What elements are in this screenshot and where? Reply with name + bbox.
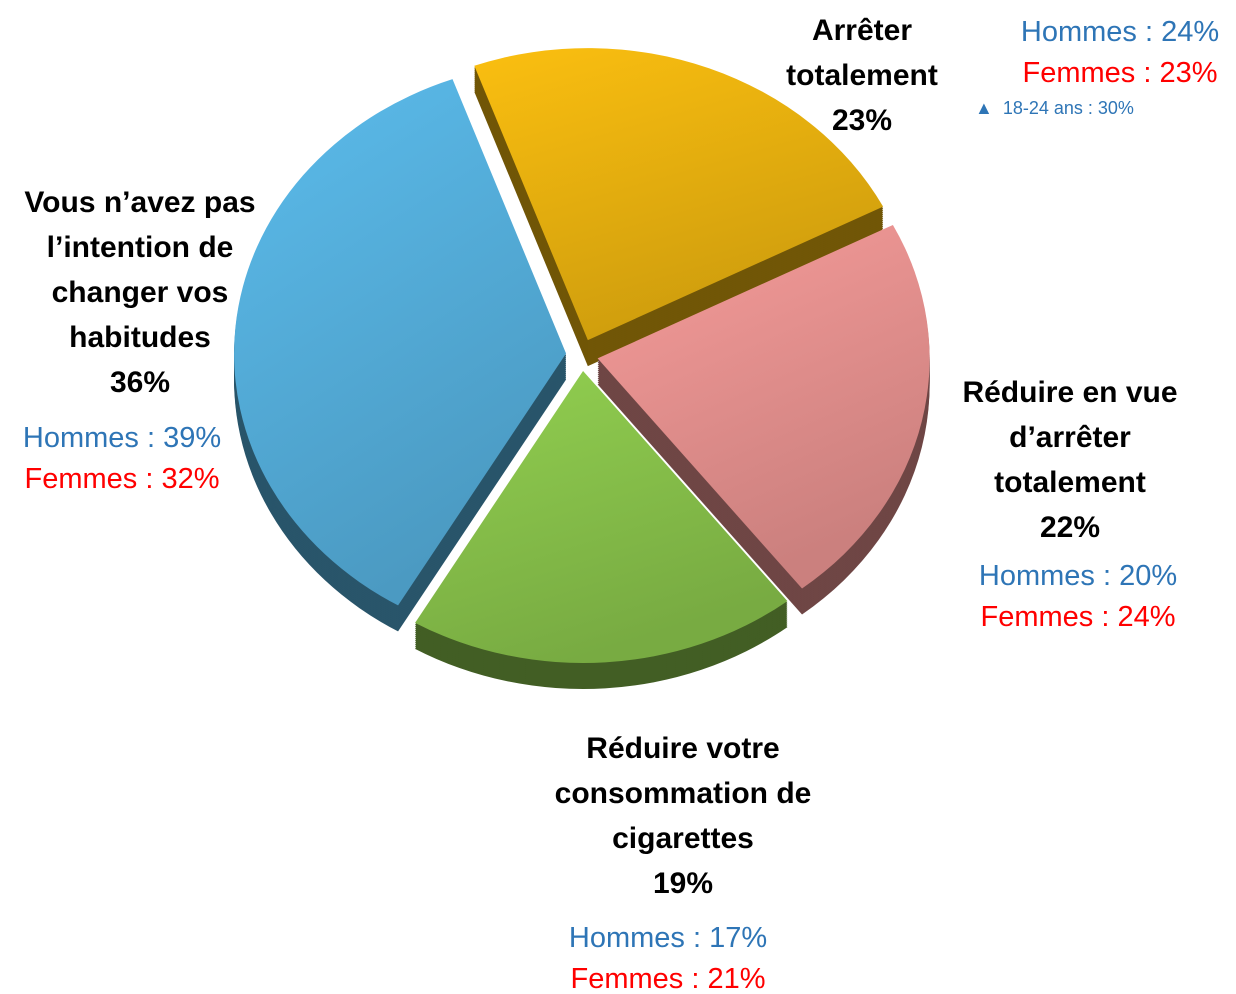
slice-label: Vous n’avez pas l’intention de changer v… [5, 180, 275, 405]
slice-label: Arrêter totalement 23% [762, 8, 962, 143]
breakdown-label: Hommes : 24% [1020, 16, 1220, 48]
value-label: 22% [1039, 511, 1101, 544]
breakdown-label: Femmes : 21% [570, 963, 766, 994]
value-label: 19% [652, 867, 714, 900]
breakdown-label: Hommes : 39% [22, 422, 222, 454]
value-label: 23% [831, 104, 893, 137]
breakdown-label: Femmes : 23% [1022, 57, 1218, 89]
breakdown-label: Femmes : 24% [980, 601, 1176, 633]
category-label: Vous n’avez pas l’intention de changer v… [24, 186, 256, 354]
annotation-text: 18-24 ans : 30% [1002, 98, 1134, 118]
slice [474, 48, 884, 341]
slice [234, 79, 567, 606]
breakdown-label: Hommes : 20% [978, 560, 1178, 592]
slice-label: Réduire en vue d’arrêter totalement 22% [940, 370, 1200, 550]
slice [415, 370, 788, 663]
triangle-icon: ▲ [975, 98, 1003, 118]
slice [597, 224, 930, 589]
value-label: 36% [109, 366, 171, 399]
category-label: Réduire votre consommation de cigarettes [554, 732, 812, 855]
category-label: Arrêter totalement [786, 14, 938, 92]
breakdown-label: Hommes : 17% [568, 922, 768, 954]
category-label: Réduire en vue d’arrêter totalement [962, 376, 1178, 499]
breakdown-label: Femmes : 32% [24, 463, 220, 495]
slice-label: Réduire votre consommation de cigarettes… [548, 726, 818, 906]
annotation: ▲ 18-24 ans : 30% [975, 98, 1134, 119]
